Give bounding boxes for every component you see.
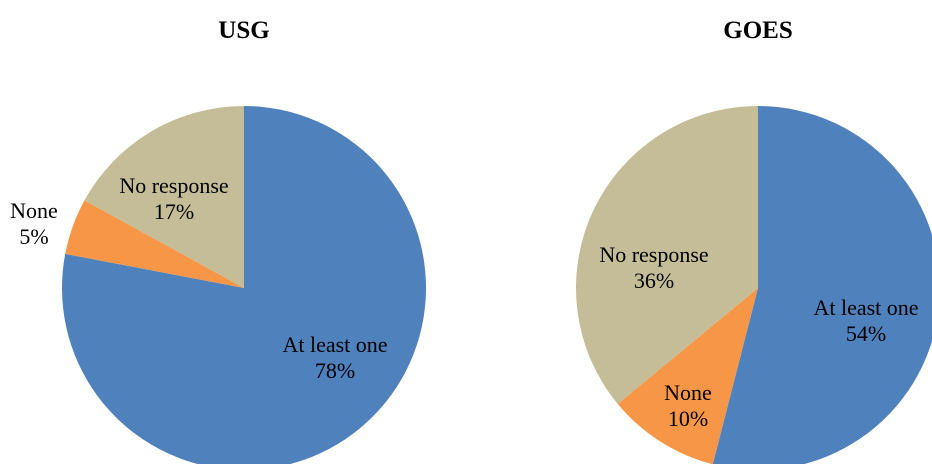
goes-label-none-value: 10% [668,406,708,431]
usg-label-at-least-one: At least one 78% [282,332,387,383]
usg-label-at-least-one-value: 78% [315,358,355,383]
goes-label-no-response: No response 36% [599,242,708,293]
usg-chart-title: USG [218,17,269,44]
usg-label-none: None 5% [10,198,58,249]
goes-label-none: None 10% [664,380,712,431]
usg-label-none-value: 5% [19,224,48,249]
goes-slice-none [617,288,758,464]
goes-label-no-response-name: No response [599,242,708,267]
usg-slice-no-response [84,106,244,288]
goes-chart-title: GOES [723,17,792,44]
goes-label-no-response-value: 36% [634,268,674,293]
usg-slice-at-least-one [61,106,426,464]
usg-label-no-response-value: 17% [154,199,194,224]
usg-label-no-response-name: No response [119,173,228,198]
goes-pie-chart: GOES At least one 54% None 10% No response 36% [576,17,932,464]
goes-label-at-least-one-name: At least one [813,295,918,320]
goes-label-none-name: None [664,380,712,405]
goes-label-at-least-one: At least one 54% [813,295,918,346]
usg-slice-none [65,200,244,288]
goes-slice-no-response [576,106,758,405]
usg-label-none-name: None [10,198,58,223]
usg-label-no-response: No response 17% [119,173,228,224]
goes-slice-at-least-one [712,106,932,464]
goes-label-at-least-one-value: 54% [846,321,886,346]
usg-label-at-least-one-name: At least one [282,332,387,357]
usg-pie-chart: USG At least one 78% None 5% No response 17% [10,17,426,464]
